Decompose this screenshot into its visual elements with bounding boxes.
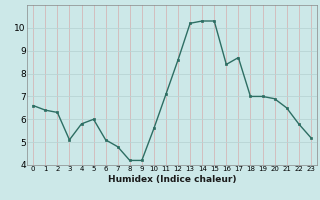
X-axis label: Humidex (Indice chaleur): Humidex (Indice chaleur) (108, 175, 236, 184)
